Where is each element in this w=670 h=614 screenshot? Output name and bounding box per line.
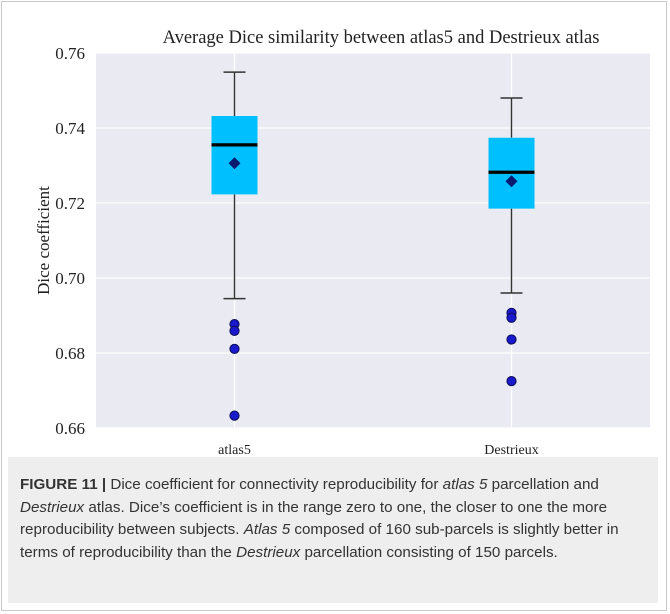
y-tick-label: 0.74 (55, 119, 85, 138)
y-tick-label: 0.70 (55, 269, 85, 288)
grid-lines (96, 52, 650, 429)
outlier-point (229, 343, 240, 354)
plot-area (96, 53, 650, 428)
y-axis-label: Dice coefficient (34, 186, 53, 295)
caption-text-segment: Atlas 5 (243, 521, 291, 538)
caption-text-segment: composed of 160 sub-parcels is slightly … (20, 521, 619, 561)
y-tick-label: 0.76 (55, 44, 85, 63)
outlier-point (506, 312, 517, 323)
chart-marks (211, 71, 535, 421)
box-iqr (211, 116, 258, 195)
caption-text-segment: atlas 5 (442, 476, 488, 493)
caption-box (8, 457, 658, 603)
y-tick-label: 0.68 (55, 344, 85, 363)
y-tick-label: 0.72 (55, 194, 85, 213)
figure-caption: FIGURE 11 | Dice coefficient for connect… (20, 474, 648, 564)
caption-figure-label: FIGURE 11 | (20, 476, 107, 493)
axes: 0.66 0.68 0.70 0.72 0.74 0.76 atlas5 Destrieux (55, 44, 538, 458)
chart-title: Average Dice similarity between atlas5 a… (163, 28, 600, 48)
mean-marker (228, 157, 241, 170)
outlier-point (506, 376, 517, 387)
mean-marker (505, 175, 518, 188)
outlier-point (229, 325, 240, 336)
x-tick-label: atlas5 (218, 443, 251, 458)
y-tick-label: 0.66 (55, 419, 85, 438)
caption-text-segment: parcellation and (487, 476, 599, 493)
caption-text-segment: Destrieux (20, 498, 85, 516)
caption-text-segment: parcellation consisting of 150 parcels. (300, 543, 558, 561)
caption-text-segment: atlas. Dice’s coefficient is in the rang… (20, 498, 608, 539)
caption-text-segment: Dice coefficient for connectivity reprod… (106, 476, 443, 493)
caption-text-segment: Destrieux (236, 543, 301, 561)
outlier-point (229, 410, 240, 421)
outlier-point (506, 334, 517, 345)
x-tick-label: Destrieux (484, 443, 538, 458)
